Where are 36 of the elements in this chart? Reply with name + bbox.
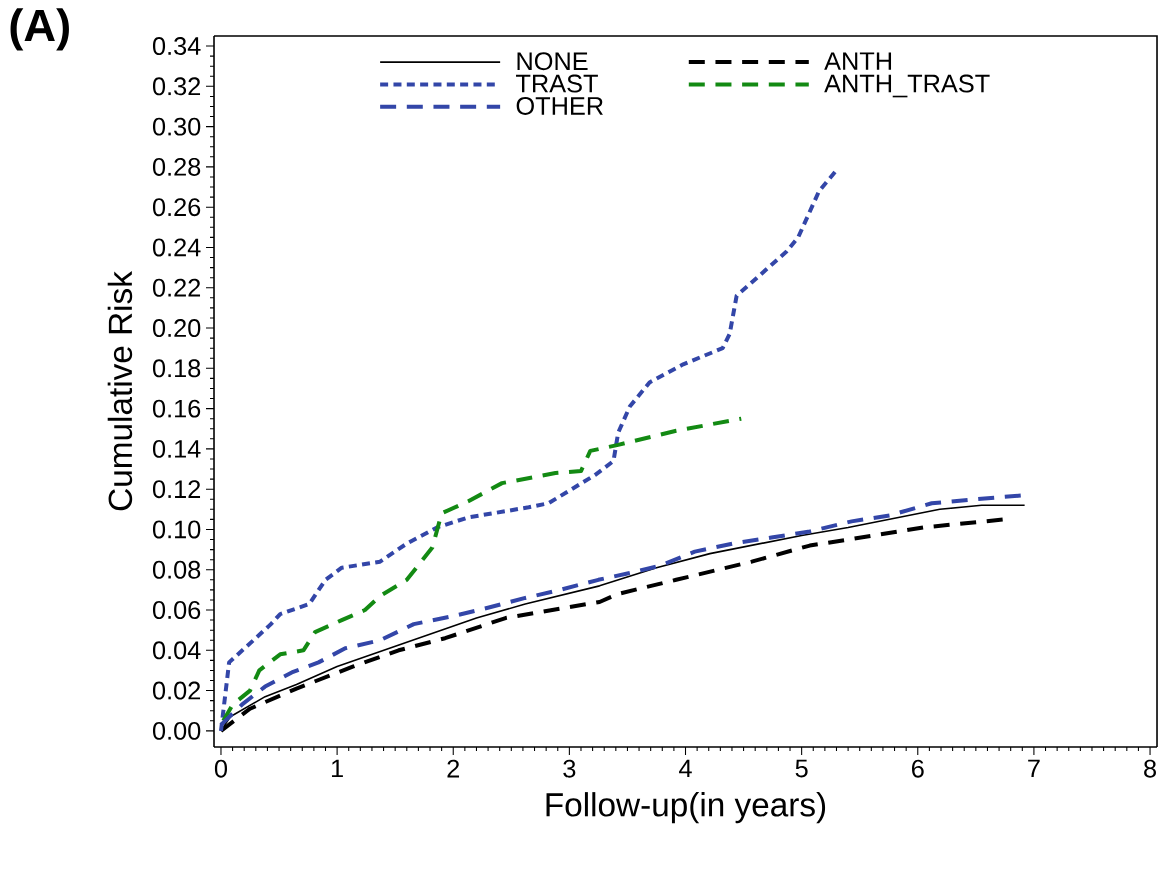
legend-label: NONE [517, 52, 588, 71]
y-tick-label: 0.12 [152, 480, 201, 499]
y-tick-label: 0.22 [152, 278, 201, 297]
y-tick-label: 0.00 [152, 721, 201, 740]
y-tick-label: 0.26 [152, 198, 201, 217]
y-tick-label: 0.02 [152, 681, 201, 700]
x-tick-label: 1 [331, 759, 343, 778]
y-tick-label: 0.18 [152, 359, 201, 378]
text: (A) [10, 8, 69, 51]
y-tick-label: 0.16 [152, 399, 201, 418]
x-tick-label: 3 [563, 759, 576, 778]
x-tick-label: 8 [1144, 759, 1156, 778]
line-series [221, 416, 744, 723]
x-tick-label: 4 [679, 759, 692, 778]
legend-label: OTHER [516, 96, 603, 115]
x-tick-label: 7 [1028, 759, 1040, 778]
y-tick-label: 0.20 [152, 319, 201, 338]
y-tick-label: 0.14 [152, 439, 201, 458]
x-tick-label: 6 [912, 759, 924, 778]
x-axis-title: Follow-up(in years) [546, 792, 826, 824]
legend-label: ANTH_TRAST [824, 74, 990, 98]
legend-label: TRAST [516, 74, 598, 93]
y-tick-label: 0.28 [152, 157, 201, 176]
y-axis-title: Cumulative Risk [107, 271, 133, 511]
y-tick-label: 0.24 [152, 238, 201, 257]
legend-label: ANTH [824, 52, 892, 70]
x-tick-label: 5 [795, 759, 808, 778]
x-tick-label: 0 [214, 759, 228, 778]
y-tick-label: 0.34 [152, 37, 201, 56]
y-tick-label: 0.10 [152, 520, 201, 539]
y-tick-label: 0.08 [152, 560, 201, 579]
y-tick-label: 0.30 [152, 117, 201, 136]
x-tick-label: 2 [447, 759, 460, 778]
y-tick-label: 0.06 [152, 601, 201, 619]
y-tick-label: 0.04 [152, 641, 201, 660]
y-tick-label: 0.32 [152, 77, 201, 96]
